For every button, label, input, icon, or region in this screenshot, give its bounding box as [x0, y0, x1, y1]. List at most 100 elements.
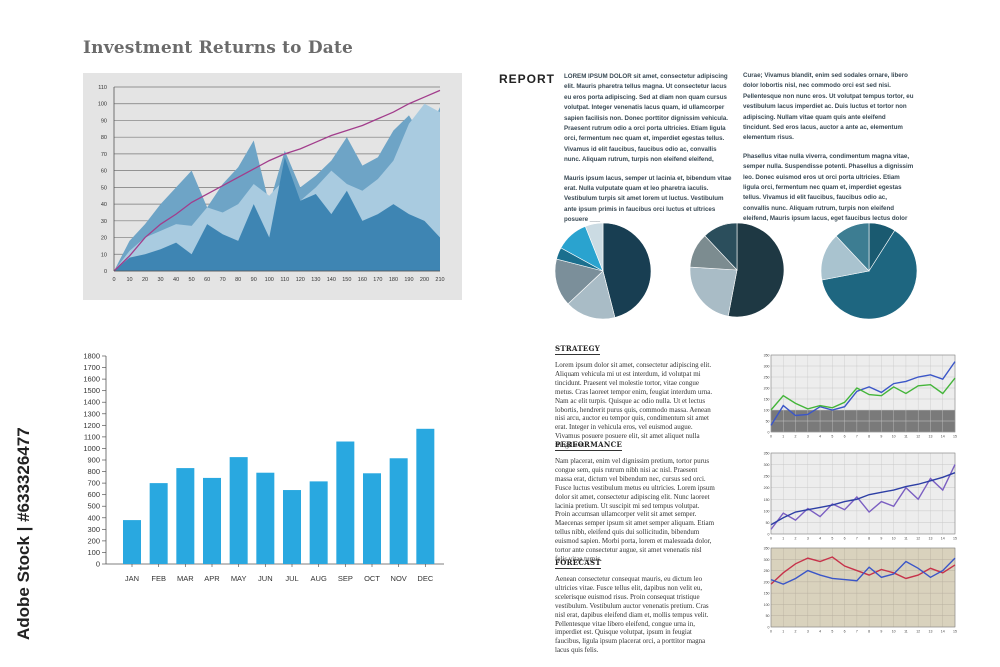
x-tick-label: 0	[770, 630, 772, 634]
x-tick-label: 3	[807, 630, 809, 634]
y-tick-label: 50	[766, 420, 770, 424]
pie-slice	[835, 222, 870, 272]
y-tick-label: 250	[764, 376, 770, 380]
pie-chart-1	[554, 222, 652, 320]
x-tick-label: 9	[880, 435, 882, 439]
y-tick-label: 100	[87, 548, 100, 557]
y-tick-label: 1300	[83, 409, 100, 418]
x-tick-label: 12	[916, 435, 920, 439]
y-tick-label: 100	[764, 509, 770, 513]
x-tick-label: 4	[819, 435, 821, 439]
area-chart: 0 10 20 30 40 50 60 70 80 90 100 110 0 10 20 30 40 50 60 70…	[83, 73, 462, 300]
bar-nov	[389, 458, 408, 564]
y-tick-label: 90	[101, 118, 107, 124]
x-tick-label: 130	[311, 277, 320, 283]
x-tick-label: 3	[807, 435, 809, 439]
y-tick-label: 30	[101, 219, 107, 225]
x-tick-label: 10	[126, 277, 132, 283]
y-tick-label: 300	[87, 525, 100, 534]
y-tick-label: 1000	[83, 444, 100, 453]
pie-slice	[821, 230, 918, 320]
x-tick-label: 2	[795, 537, 797, 541]
y-tick-label: 200	[87, 536, 100, 545]
x-tick-label: JAN	[125, 574, 139, 583]
y-tick-label: 1400	[83, 398, 100, 407]
y-tick-label: 300	[764, 463, 770, 467]
x-tick-label: 2	[795, 435, 797, 439]
y-tick-label: 1600	[83, 375, 100, 384]
y-tick-label: 700	[87, 479, 100, 488]
x-tick-label: 13	[929, 630, 933, 634]
x-tick-label: 8	[868, 435, 870, 439]
report-paragraph: Curae; Vivamus blandit, enim sed sodales…	[743, 72, 914, 142]
pie-slice	[704, 222, 738, 271]
strategy-section: STRATEGY Lorem ipsum dolor sit amet, con…	[555, 338, 715, 450]
x-tick-label: 10	[892, 537, 896, 541]
y-tick-label: 1800	[83, 352, 100, 361]
x-tick-label: 40	[173, 277, 179, 283]
y-tick-label: 50	[766, 614, 770, 618]
x-tick-label: 15	[953, 630, 957, 634]
y-tick-label: 0	[768, 431, 770, 435]
report-paragraph: LOREM IPSUM DOLOR sit amet, consectetur …	[564, 73, 729, 164]
plot-border	[770, 547, 956, 628]
bar-feb	[149, 483, 168, 564]
x-tick-label: 5	[831, 537, 833, 541]
y-tick-label: 800	[87, 467, 100, 476]
x-tick-label: 180	[389, 277, 398, 283]
x-tick-label: 200	[420, 277, 429, 283]
x-tick-label: 8	[868, 537, 870, 541]
y-tick-label: 150	[764, 398, 770, 402]
series-line	[770, 361, 956, 426]
x-tick-label: 13	[929, 537, 933, 541]
x-tick-label: 0	[770, 435, 772, 439]
watermark: Adobe Stock | #633326477	[12, 427, 38, 650]
y-tick-label: 0	[768, 626, 770, 630]
y-tick-label: 350	[764, 354, 770, 358]
pie-slice	[554, 258, 604, 305]
pie-chart-3	[820, 222, 918, 320]
x-tick-label: 190	[404, 277, 413, 283]
series-line	[770, 464, 956, 530]
y-tick-label: 250	[764, 475, 770, 479]
forecast-section: FORECAST Aenean consectetur consequat ma…	[555, 552, 715, 655]
y-tick-label: 60	[101, 169, 107, 175]
pie-slice	[727, 222, 785, 318]
pie-slice	[584, 222, 604, 272]
y-tick-label: 110	[98, 85, 107, 91]
pie-slice	[567, 270, 616, 320]
x-tick-label: OCT	[364, 574, 380, 583]
y-tick-label: 300	[764, 558, 770, 562]
y-tick-label: 250	[764, 569, 770, 573]
bar-oct	[363, 473, 381, 564]
x-tick-label: 50	[189, 277, 195, 283]
y-tick-label: 200	[764, 580, 770, 584]
y-tick-label: 10	[101, 252, 107, 258]
performance-section: PERFORMANCE Nam placerat, enim vel digni…	[555, 434, 715, 564]
x-tick-label: 1	[782, 630, 784, 634]
x-tick-label: 3	[807, 537, 809, 541]
x-tick-label: 12	[916, 630, 920, 634]
x-tick-label: 14	[941, 630, 945, 634]
x-tick-label: 150	[342, 277, 351, 283]
x-tick-label: APR	[204, 574, 220, 583]
bar-jun	[256, 472, 275, 564]
section-heading: PERFORMANCE	[555, 440, 623, 451]
bar-apr	[203, 477, 221, 564]
plot-border	[770, 452, 956, 535]
series-line	[770, 556, 956, 585]
x-tick-label: 4	[819, 630, 821, 634]
y-tick-label: 80	[101, 135, 107, 141]
y-tick-label: 100	[98, 102, 107, 108]
y-tick-label: 350	[764, 452, 770, 456]
pie-slice	[689, 266, 738, 317]
section-text: Lorem ipsum dolor sit amet, consectetur …	[555, 361, 713, 450]
y-tick-label: 0	[768, 533, 770, 537]
bar-aug	[309, 481, 328, 564]
y-tick-label: 400	[87, 513, 100, 522]
y-tick-label: 40	[101, 202, 107, 208]
x-tick-label: MAR	[177, 574, 194, 583]
x-tick-label: 13	[929, 435, 933, 439]
x-tick-label: 100	[265, 277, 274, 283]
